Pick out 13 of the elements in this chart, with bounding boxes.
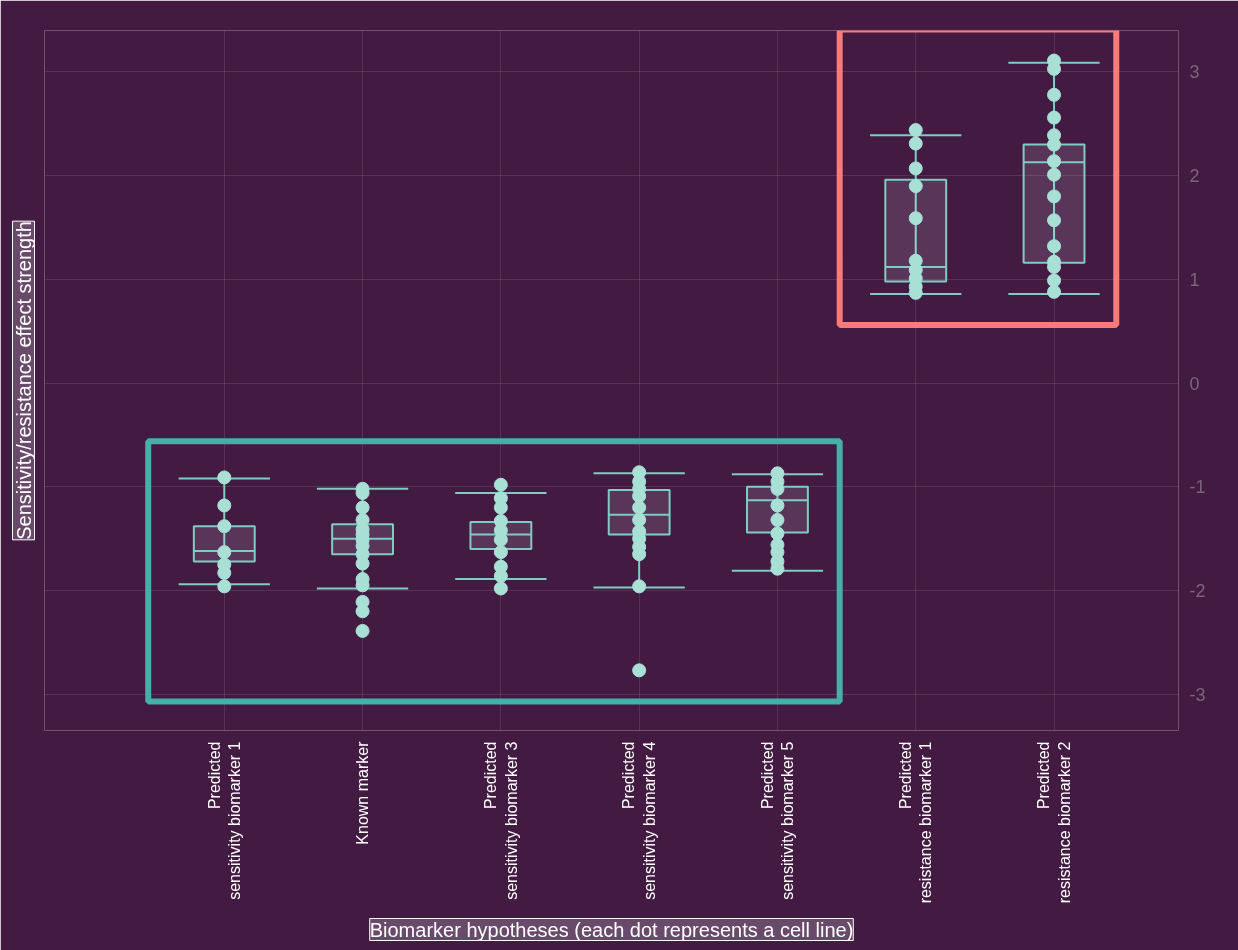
y-tick-label: 3 [1189, 62, 1200, 83]
y-tick-label: 0 [1189, 373, 1200, 394]
x-tick-label: Predicted sensitivity biomarker 1 [205, 741, 243, 900]
y-tick-label: -1 [1189, 477, 1206, 498]
y-tick-label: 2 [1189, 166, 1200, 187]
y-tick-label: -2 [1189, 581, 1206, 601]
x-axis-title: Biomarker hypotheses (each dot represents a cell line) [369, 918, 854, 941]
y-tick-label: 1 [1189, 269, 1200, 290]
x-tick-label: Predicted sensitivity biomarker 3 [482, 741, 520, 900]
x-tick-label: Known marker [354, 740, 372, 845]
y-tick-label: -3 [1189, 684, 1206, 705]
x-tick-label: Predicted resistance biomarker 1 [897, 741, 935, 904]
y-axis-title: Sensitivity/resistance effect strength [12, 221, 35, 540]
